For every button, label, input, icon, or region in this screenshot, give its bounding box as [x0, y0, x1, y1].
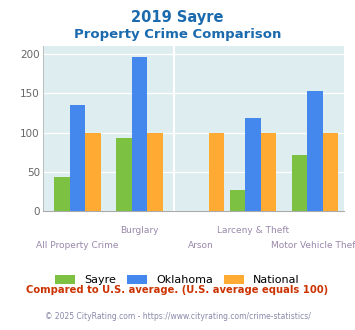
- Bar: [292, 155, 307, 211]
- Text: Arson: Arson: [189, 241, 214, 250]
- Text: Property Crime Comparison: Property Crime Comparison: [74, 28, 281, 41]
- Bar: [209, 133, 224, 211]
- Text: Larceny & Theft: Larceny & Theft: [217, 226, 289, 235]
- Bar: [70, 105, 85, 211]
- Text: © 2025 CityRating.com - https://www.cityrating.com/crime-statistics/: © 2025 CityRating.com - https://www.city…: [45, 312, 310, 321]
- Bar: [147, 133, 163, 211]
- Text: Compared to U.S. average. (U.S. average equals 100): Compared to U.S. average. (U.S. average …: [26, 285, 329, 295]
- Bar: [245, 118, 261, 211]
- Legend: Sayre, Oklahoma, National: Sayre, Oklahoma, National: [55, 275, 300, 285]
- Text: 2019 Sayre: 2019 Sayre: [131, 10, 224, 25]
- Bar: [323, 133, 338, 211]
- Bar: [85, 133, 100, 211]
- Bar: [261, 133, 276, 211]
- Text: Motor Vehicle Theft: Motor Vehicle Theft: [271, 241, 355, 250]
- Bar: [230, 190, 245, 211]
- Bar: [132, 57, 147, 211]
- Text: Burglary: Burglary: [120, 226, 159, 235]
- Bar: [54, 178, 70, 211]
- Bar: [307, 91, 323, 211]
- Bar: [116, 138, 132, 211]
- Text: All Property Crime: All Property Crime: [36, 241, 119, 250]
